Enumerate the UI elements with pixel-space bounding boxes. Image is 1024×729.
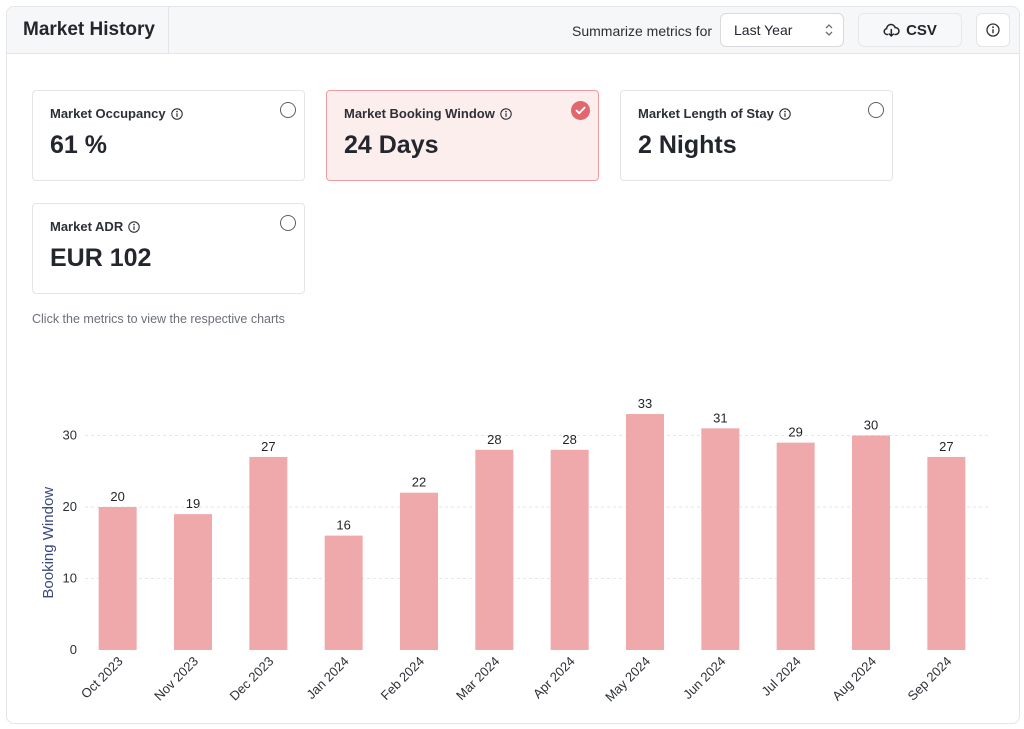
x-tick-label: Sep 2024 <box>904 654 954 704</box>
metric-card-booking-window[interactable]: Market Booking Window 24 Days <box>326 90 599 181</box>
x-tick-label: Jun 2024 <box>680 654 728 702</box>
data-label: 30 <box>864 418 878 433</box>
csv-download-button[interactable]: CSV <box>858 13 962 47</box>
chevron-updown-icon <box>825 24 833 36</box>
metric-value: 2 Nights <box>638 131 737 159</box>
info-icon[interactable] <box>779 107 791 120</box>
bar[interactable] <box>324 535 363 650</box>
data-label: 28 <box>487 432 501 447</box>
data-label: 22 <box>412 475 426 490</box>
bar[interactable] <box>550 449 589 650</box>
data-label: 27 <box>261 439 275 454</box>
info-icon[interactable] <box>170 107 183 120</box>
x-tick-label: Jul 2024 <box>758 654 803 699</box>
bar[interactable] <box>927 456 966 650</box>
data-label: 20 <box>110 489 124 504</box>
info-icon[interactable] <box>128 220 140 233</box>
bar[interactable] <box>475 449 514 650</box>
y-tick-label: 30 <box>63 428 77 443</box>
bar[interactable] <box>776 442 815 650</box>
info-icon <box>986 23 1000 37</box>
x-tick-label: Oct 2023 <box>78 654 126 702</box>
bar[interactable] <box>852 435 890 651</box>
metric-card-adr[interactable]: Market ADR EUR 102 <box>32 203 305 294</box>
page-title: Market History <box>7 7 169 53</box>
data-label: 16 <box>336 518 350 533</box>
y-tick-label: 10 <box>63 571 77 586</box>
metric-label: Market ADR <box>50 219 124 234</box>
data-label: 27 <box>939 439 953 454</box>
cloud-download-icon <box>883 23 900 37</box>
bar[interactable] <box>98 507 137 650</box>
x-tick-label: Mar 2024 <box>453 654 502 703</box>
summarize-label: Summarize metrics for <box>572 23 713 39</box>
x-tick-label: Apr 2024 <box>530 654 578 702</box>
check-icon <box>575 106 586 115</box>
market-history-panel: Market History Summarize metrics for Las… <box>6 6 1020 724</box>
csv-button-label: CSV <box>906 21 937 39</box>
x-tick-label: Feb 2024 <box>378 654 427 703</box>
data-label: 29 <box>788 425 802 440</box>
metric-card-occupancy[interactable]: Market Occupancy 61 % <box>32 90 305 181</box>
period-select[interactable]: Last Year <box>720 13 844 47</box>
x-tick-label: May 2024 <box>602 654 653 705</box>
panel-header: Market History Summarize metrics for Las… <box>7 7 1019 54</box>
radio-unchecked-icon[interactable] <box>280 215 296 231</box>
bar[interactable] <box>174 514 212 650</box>
radio-unchecked-icon[interactable] <box>868 102 884 118</box>
x-tick-label: Aug 2024 <box>829 654 879 704</box>
chart-hint: Click the metrics to view the respective… <box>32 312 285 326</box>
data-label: 33 <box>638 396 652 411</box>
y-tick-label: 0 <box>70 642 77 657</box>
data-label: 28 <box>562 432 576 447</box>
x-tick-label: Nov 2023 <box>151 654 201 704</box>
y-axis-label: Booking Window <box>40 487 57 599</box>
metric-value: EUR 102 <box>50 244 152 272</box>
data-label: 19 <box>186 496 200 511</box>
metric-label: Market Length of Stay <box>638 106 774 121</box>
bar[interactable] <box>626 414 664 650</box>
metric-value: 24 Days <box>344 131 439 159</box>
metric-label: Market Booking Window <box>344 106 495 121</box>
metric-label: Market Occupancy <box>50 106 166 121</box>
metric-value: 61 % <box>50 131 107 159</box>
y-tick-label: 20 <box>63 499 77 514</box>
info-button[interactable] <box>976 13 1010 47</box>
booking-window-chart: 0 10 20 30 Booking Window 20 Oct 2023 19 Nov 202… <box>40 396 989 705</box>
data-label: 31 <box>713 410 727 425</box>
bar[interactable] <box>249 456 288 650</box>
metric-card-length-of-stay[interactable]: Market Length of Stay 2 Nights <box>620 90 893 181</box>
check-circle-icon[interactable] <box>571 101 590 120</box>
bar[interactable] <box>400 492 438 650</box>
x-tick-label: Jan 2024 <box>303 654 351 702</box>
period-select-value: Last Year <box>734 22 793 38</box>
bar[interactable] <box>701 428 740 650</box>
info-icon[interactable] <box>500 107 512 120</box>
x-tick-label: Dec 2023 <box>226 654 276 704</box>
radio-unchecked-icon[interactable] <box>280 102 296 118</box>
